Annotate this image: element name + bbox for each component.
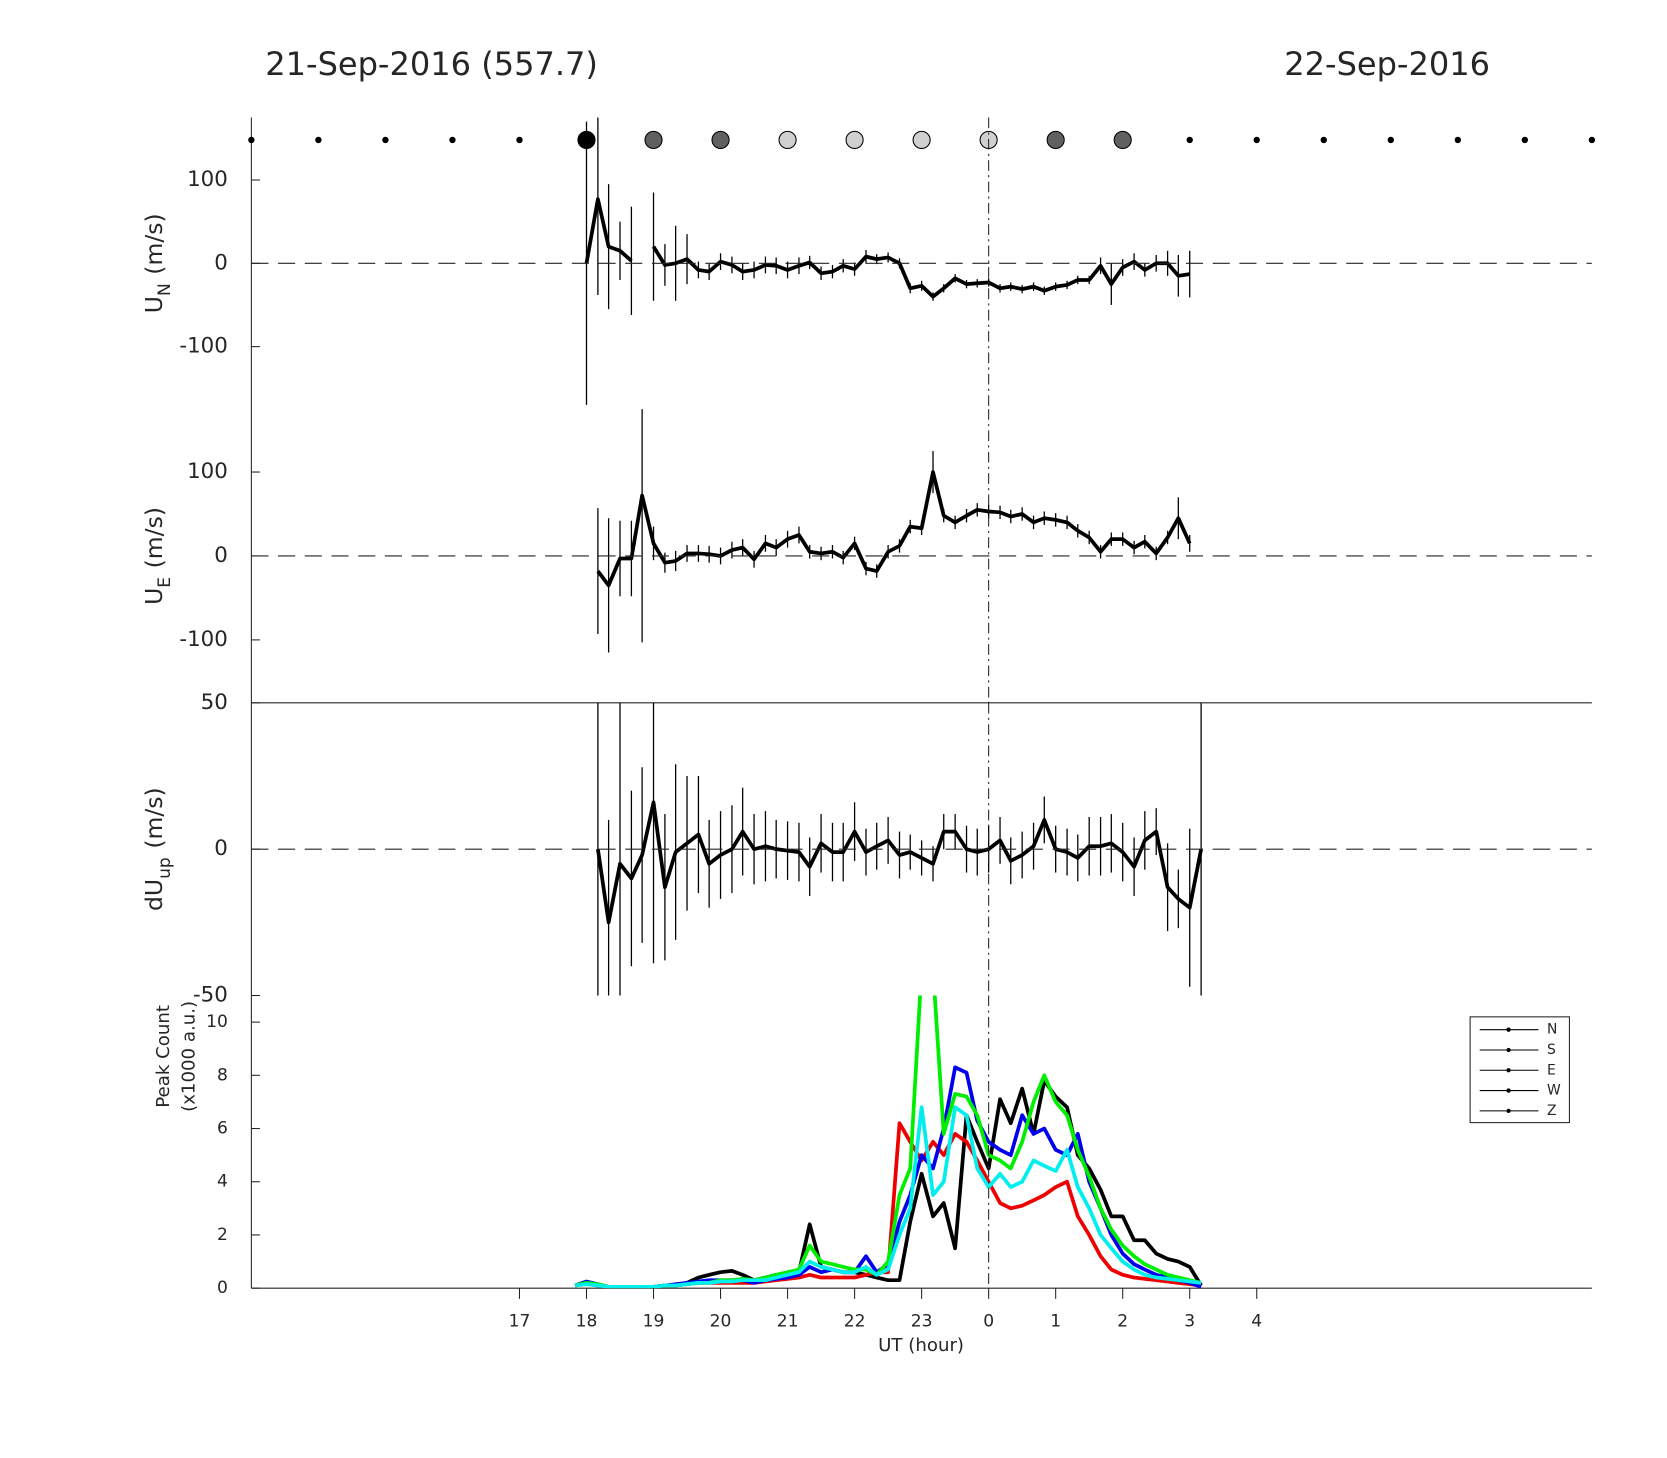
y-label-main: U bbox=[140, 588, 168, 605]
y-tick-label: 100 bbox=[187, 459, 228, 484]
title-left: 21-Sep-2016 (557.7) bbox=[265, 45, 598, 83]
status-dot bbox=[1454, 136, 1462, 144]
y-tick-label: 10 bbox=[206, 1012, 228, 1032]
status-circle bbox=[778, 130, 797, 150]
y-axis-label: Peak Count bbox=[153, 1005, 174, 1108]
legend-marker bbox=[1506, 1027, 1511, 1032]
y-axis-label: dUup (m/s) bbox=[140, 787, 175, 911]
y-tick-label: 2 bbox=[217, 1225, 228, 1245]
legend-box bbox=[1469, 1016, 1570, 1124]
legend-label: S bbox=[1547, 1042, 1556, 1058]
plot-area bbox=[596, 702, 1203, 996]
status-dot bbox=[449, 136, 456, 144]
x-tick-label: 2 bbox=[1117, 1311, 1128, 1331]
y-tick-label: -50 bbox=[193, 982, 228, 1007]
legend-label: Z bbox=[1547, 1103, 1557, 1119]
x-tick-label: 1 bbox=[1050, 1311, 1061, 1331]
y-tick-label: -100 bbox=[179, 627, 227, 652]
x-tick-label: 23 bbox=[911, 1311, 933, 1331]
y-tick-label: 4 bbox=[217, 1172, 228, 1192]
plot-area bbox=[574, 995, 1203, 1289]
y-axis-label: (x1000 a.u.) bbox=[178, 1001, 199, 1112]
legend-marker bbox=[1506, 1047, 1511, 1053]
legend-label: N bbox=[1547, 1022, 1557, 1038]
x-tick-label: 17 bbox=[509, 1311, 531, 1331]
legend-marker bbox=[1506, 1108, 1511, 1113]
x-tick-label: 4 bbox=[1251, 1311, 1262, 1331]
data-line bbox=[574, 1105, 1202, 1289]
status-circle bbox=[644, 130, 663, 150]
status-dot bbox=[1588, 136, 1596, 144]
y-axis-label: UN (m/s) bbox=[140, 213, 176, 313]
legend-marker bbox=[1506, 1068, 1511, 1073]
status-dot bbox=[248, 136, 255, 144]
y-tick-label: 0 bbox=[217, 1278, 228, 1298]
y-label-unit: (m/s) bbox=[140, 213, 168, 274]
x-tick-label: 19 bbox=[643, 1311, 665, 1331]
y-tick-label: 0 bbox=[214, 250, 228, 275]
status-dot bbox=[315, 136, 322, 144]
status-dot bbox=[382, 136, 389, 144]
x-tick-label: 20 bbox=[710, 1311, 732, 1331]
legend-marker bbox=[1506, 1088, 1511, 1093]
y-label-sub: up bbox=[155, 857, 175, 879]
legend-label: E bbox=[1547, 1062, 1556, 1078]
y-tick-label: 50 bbox=[201, 690, 228, 715]
plot-area bbox=[596, 409, 1192, 653]
y-tick-label: 8 bbox=[217, 1065, 228, 1085]
y-tick-label: 0 bbox=[214, 543, 228, 568]
y-label-main: U bbox=[140, 296, 168, 313]
x-tick-label: 21 bbox=[777, 1311, 799, 1331]
x-axis-label: UT (hour) bbox=[878, 1335, 964, 1356]
y-tick-label: 0 bbox=[214, 836, 228, 861]
title-right: 22-Sep-2016 bbox=[1284, 45, 1490, 83]
x-tick-label: 18 bbox=[576, 1311, 598, 1331]
status-circle bbox=[1113, 130, 1132, 150]
status-dot bbox=[1186, 136, 1193, 144]
y-axis-label: UE (m/s) bbox=[140, 507, 176, 605]
plot-area bbox=[584, 117, 1191, 405]
status-circle bbox=[845, 130, 864, 150]
y-label-unit: (m/s) bbox=[140, 787, 168, 848]
y-label-sub: N bbox=[155, 283, 175, 296]
y-tick-label: 6 bbox=[217, 1119, 228, 1139]
legend-label: W bbox=[1547, 1083, 1561, 1099]
status-dot bbox=[1387, 136, 1395, 144]
data-line bbox=[574, 995, 1202, 1289]
status-dot bbox=[1320, 136, 1327, 144]
y-label-sub: E bbox=[155, 577, 175, 588]
x-tick-label: 22 bbox=[844, 1311, 866, 1331]
y-tick-label: 100 bbox=[187, 167, 228, 192]
status-dot bbox=[516, 136, 523, 144]
y-tick-label: -100 bbox=[179, 334, 227, 359]
data-line bbox=[651, 245, 1190, 299]
status-dot bbox=[1253, 136, 1260, 144]
x-tick-label: 3 bbox=[1184, 1311, 1195, 1331]
status-circle bbox=[912, 130, 931, 150]
data-line bbox=[596, 800, 1203, 925]
y-label-main: dU bbox=[140, 879, 168, 911]
status-circle bbox=[711, 130, 730, 150]
y-label-unit: (m/s) bbox=[140, 507, 168, 568]
data-line bbox=[584, 197, 633, 264]
status-circle bbox=[1046, 130, 1065, 150]
x-tick-label: 0 bbox=[983, 1311, 994, 1331]
status-dot bbox=[1521, 136, 1529, 144]
data-line bbox=[596, 470, 1192, 588]
